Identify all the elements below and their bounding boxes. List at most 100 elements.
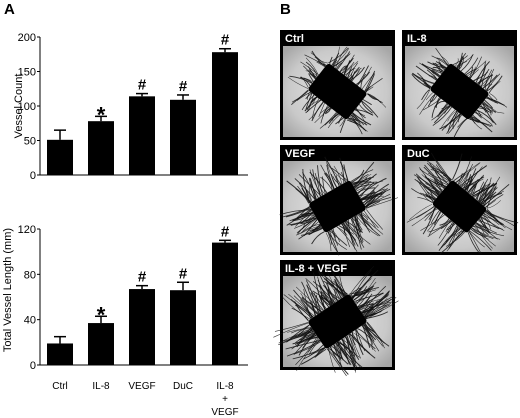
vessel-sprout: [359, 302, 374, 311]
vessel-sprout: [489, 93, 498, 101]
vessel-sprout: [458, 156, 472, 186]
vessel-sprout: [470, 176, 483, 196]
vessel-sprout: [341, 61, 355, 74]
vessel-sprout: [455, 162, 480, 183]
vessel-sprout: [484, 99, 494, 109]
vessel-sprout: [484, 211, 515, 227]
vessel-sprout: [428, 219, 451, 233]
vessel-sprout: [351, 331, 376, 352]
vessel-sprout: [353, 181, 378, 188]
vessel-sprout: [289, 210, 313, 222]
vessel-sprout: [474, 112, 483, 116]
vessel-sprout: [364, 304, 388, 318]
vessel-sprout: [452, 153, 463, 180]
micrograph: IL-8 + VEGF: [273, 260, 399, 377]
vessel-sprout: [320, 176, 333, 191]
vessel-sprout: [311, 98, 320, 119]
vessel-sprout: [411, 188, 436, 200]
vessel-sprout: [423, 166, 445, 190]
vessel-sprout: [329, 230, 348, 246]
vessel-sprout: [331, 229, 339, 246]
vessel-sprout: [358, 213, 381, 237]
vessel-sprout: [464, 57, 479, 75]
vessel-sprout: [333, 275, 345, 297]
vessel-sprout: [357, 66, 372, 86]
vessel-sprout: [344, 336, 354, 350]
vessel-sprout: [432, 62, 442, 74]
vessel-sprout: [305, 92, 313, 100]
vessel-sprout: [294, 301, 309, 322]
vessel-sprout: [337, 341, 353, 353]
bar: [129, 289, 155, 365]
vessel-sprout: [348, 117, 367, 132]
vessel-sprout: [453, 162, 481, 181]
vessel-sprout: [438, 60, 445, 71]
vessel-sprout: [469, 119, 487, 127]
vessel-sprout: [308, 301, 323, 312]
vessel-sprout: [480, 186, 497, 204]
vessel-sprout: [361, 100, 379, 118]
vessel-sprout: [367, 93, 387, 108]
vessel-sprout: [300, 299, 313, 319]
vessel-sprout: [335, 117, 344, 125]
vessel-sprout: [475, 61, 490, 83]
vessel-sprout: [467, 60, 487, 77]
micrograph: Ctrl: [280, 30, 395, 140]
vessel-sprout: [421, 89, 430, 101]
vessel-sprout: [475, 111, 483, 119]
y-tick-label: 50: [24, 136, 36, 148]
vessel-sprout: [419, 93, 436, 115]
aortic-ring-explant: [308, 294, 367, 349]
vessel-sprout: [479, 176, 501, 203]
vessel-sprout: [349, 333, 362, 346]
vessel-sprout: [447, 110, 458, 133]
vessel-sprout: [332, 53, 351, 67]
vessel-sprout: [303, 215, 316, 221]
vessel-sprout: [363, 303, 373, 316]
vessel-sprout: [479, 105, 487, 113]
vessel-sprout: [474, 112, 493, 126]
vessel-sprout: [361, 72, 376, 90]
vessel-sprout: [306, 284, 320, 314]
aortic-ring-explant: [309, 180, 366, 233]
vessel-sprout: [314, 107, 331, 124]
vessel-sprout: [314, 56, 328, 64]
vessel-sprout: [432, 165, 449, 185]
vessel-sprout: [462, 178, 471, 189]
vessel-sprout: [477, 181, 485, 201]
vessel-sprout: [362, 99, 372, 106]
vessel-sprout: [420, 214, 445, 231]
vessel-sprout: [292, 347, 326, 360]
vessel-sprout: [470, 116, 480, 123]
vessel-sprout: [279, 209, 312, 216]
vessel-sprout: [292, 329, 314, 338]
vessel-sprout: [366, 197, 399, 209]
vessel-sprout: [348, 117, 368, 126]
vessel-sprout: [335, 279, 342, 299]
vessel-sprout: [347, 119, 356, 124]
vessel-sprout: [322, 284, 341, 300]
vessel-sprout: [336, 341, 358, 367]
vessel-sprout: [362, 183, 390, 204]
micrograph-grid: Ctrl IL-8 VEGF DuC IL-8 + VEGF: [273, 30, 519, 377]
vessel-sprout: [425, 195, 436, 200]
sprouting-vessels: [279, 156, 399, 256]
vessel-sprout: [356, 214, 361, 231]
vessel-sprout: [312, 281, 336, 303]
vessel-sprout: [362, 296, 394, 314]
vessel-sprout: [295, 336, 318, 366]
vessel-sprout: [486, 74, 493, 92]
vessel-sprout: [289, 75, 313, 84]
significance-star: *: [97, 302, 106, 327]
vessel-sprout: [365, 197, 377, 208]
vessel-sprout: [355, 173, 377, 191]
vessel-sprout: [482, 102, 492, 116]
y-tick-label: 40: [24, 315, 36, 327]
vessel-sprout: [356, 181, 372, 192]
y-tick-label: 200: [18, 32, 36, 44]
significance-hash: #: [221, 223, 230, 240]
vessel-sprout: [476, 109, 494, 123]
vessel-sprout: [299, 337, 319, 344]
vessel-sprout: [361, 194, 379, 201]
vessel-sprout: [419, 181, 434, 203]
